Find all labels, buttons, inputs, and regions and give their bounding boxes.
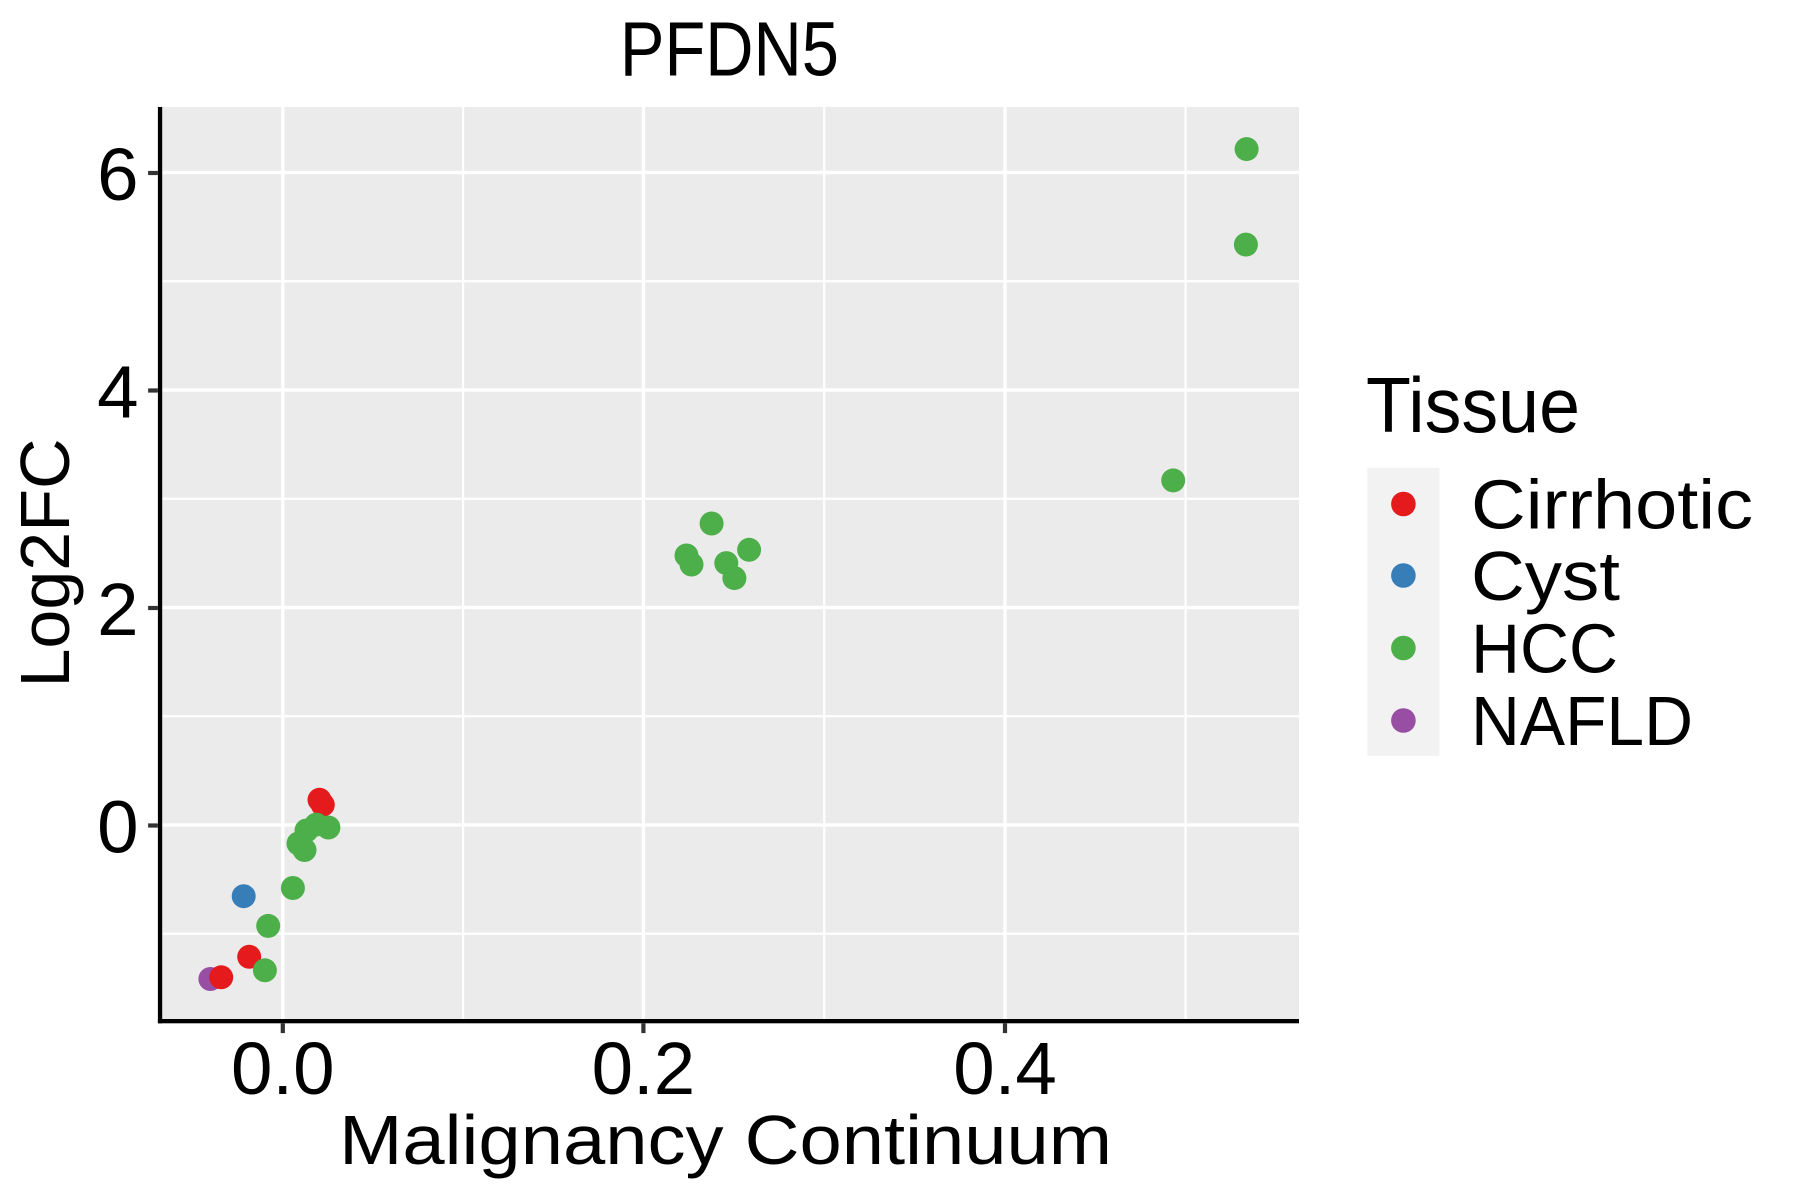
svg-text:Cyst: Cyst xyxy=(1471,537,1620,615)
svg-text:2: 2 xyxy=(97,568,138,651)
svg-text:PFDN5: PFDN5 xyxy=(620,6,839,92)
svg-text:NAFLD: NAFLD xyxy=(1471,682,1693,760)
svg-text:Log2FC: Log2FC xyxy=(6,439,84,688)
svg-text:HCC: HCC xyxy=(1471,610,1618,688)
svg-text:4: 4 xyxy=(97,350,138,433)
svg-text:Malignancy Continuum: Malignancy Continuum xyxy=(339,1101,1112,1179)
svg-text:0: 0 xyxy=(97,785,138,868)
svg-text:Cirrhotic: Cirrhotic xyxy=(1471,466,1753,544)
svg-text:6: 6 xyxy=(97,133,138,216)
svg-text:0.2: 0.2 xyxy=(592,1027,696,1110)
svg-text:0.4: 0.4 xyxy=(953,1027,1057,1110)
svg-text:Tissue: Tissue xyxy=(1366,363,1580,449)
svg-text:0.0: 0.0 xyxy=(231,1027,335,1110)
